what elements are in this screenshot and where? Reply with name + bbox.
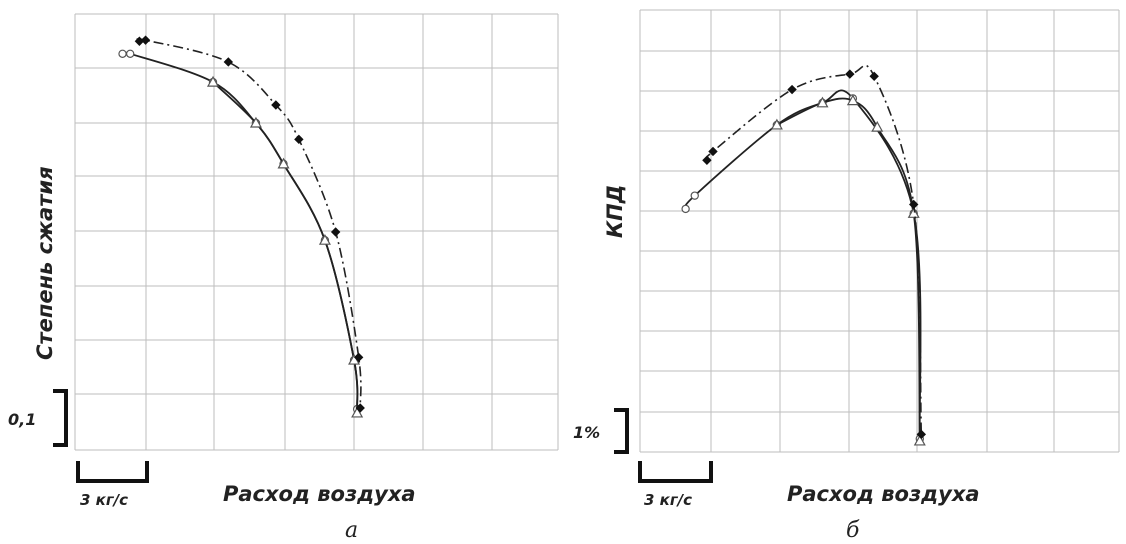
data-point — [330, 227, 341, 237]
series-a — [118, 35, 365, 418]
grid-b — [639, 9, 1120, 453]
y-scale-bar-a — [53, 389, 68, 447]
series-line-2 — [704, 64, 923, 435]
x-scale-bar-b — [638, 461, 713, 483]
series-b — [681, 64, 927, 446]
data-point — [277, 157, 290, 169]
data-point — [118, 49, 127, 58]
data-point — [869, 71, 879, 82]
data-point — [702, 155, 712, 165]
data-point — [271, 100, 281, 110]
series-line-0 — [684, 89, 922, 439]
grid-a — [74, 13, 559, 451]
x-axis-label-b: Расход воздуха — [787, 482, 980, 506]
data-point — [871, 120, 884, 132]
data-point — [913, 434, 926, 446]
y-axis-label-a: Степень сжатия — [33, 166, 57, 360]
data-point — [353, 352, 364, 363]
y-scale-label-a: 0,1 — [8, 410, 36, 429]
panel-label-b: б — [846, 518, 860, 543]
data-point — [125, 49, 135, 58]
data-point — [845, 69, 855, 79]
panel-label-a: а — [345, 518, 358, 543]
data-point — [916, 429, 927, 440]
panel-b: 1% 3 кг/с КПД Расход воздуха б — [573, 9, 1120, 543]
panel-a: 0,1 3 кг/с Степень сжатия Расход воздуха… — [8, 13, 559, 543]
data-point — [318, 233, 331, 245]
data-point — [294, 134, 304, 145]
data-point — [249, 116, 262, 128]
series-line-2 — [136, 38, 362, 409]
y-axis-label-b: КПД — [603, 185, 627, 238]
data-point — [223, 57, 234, 67]
data-point — [351, 406, 364, 418]
data-point — [787, 84, 797, 95]
data-point — [770, 118, 783, 130]
data-point — [140, 35, 151, 45]
x-axis-label-a: Расход воздуха — [223, 482, 416, 506]
data-point — [816, 96, 829, 108]
x-scale-label-b: 3 кг/с — [644, 491, 692, 509]
x-scale-label-a: 3 кг/с — [80, 491, 128, 509]
y-scale-label-b: 1% — [573, 423, 600, 442]
data-point — [909, 199, 919, 210]
series-line-1 — [776, 97, 921, 441]
x-scale-bar-a — [76, 461, 149, 483]
data-point — [690, 191, 699, 200]
data-point — [206, 75, 220, 87]
y-scale-bar-b — [614, 408, 629, 454]
data-point — [846, 94, 859, 106]
data-point — [907, 207, 920, 218]
data-point — [708, 146, 718, 157]
data-point — [355, 403, 365, 413]
data-point — [681, 204, 690, 214]
